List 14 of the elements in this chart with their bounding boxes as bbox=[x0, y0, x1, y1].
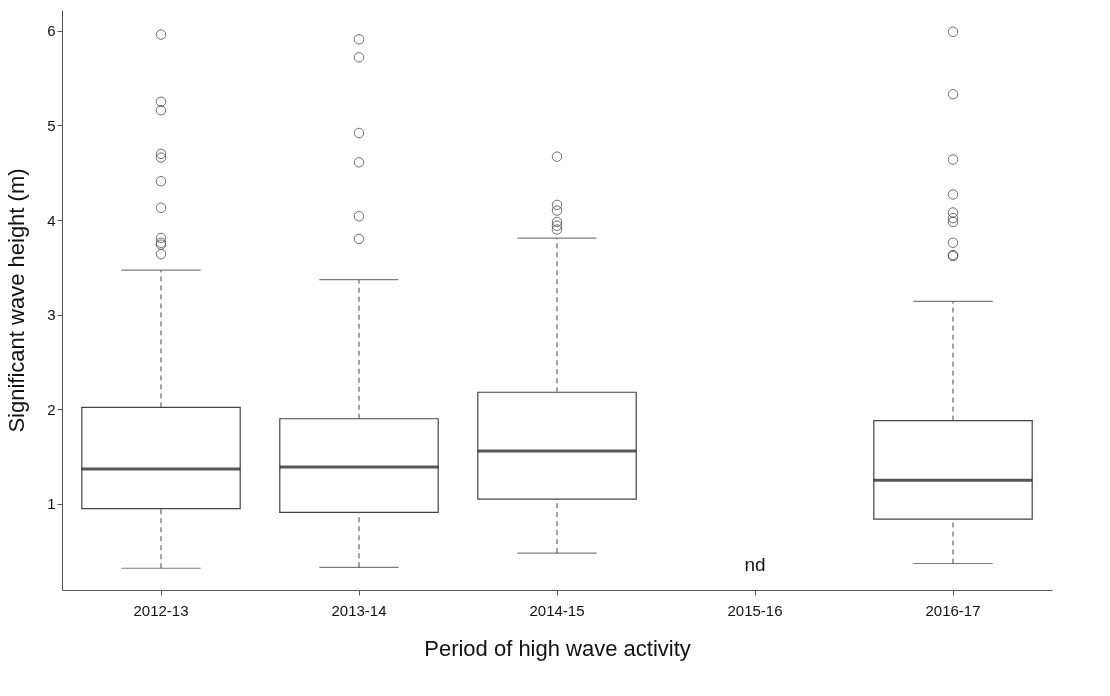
y-tick-label: 1 bbox=[47, 495, 56, 513]
x-tick-label: 2015-16 bbox=[727, 601, 783, 619]
y-tick-label: 3 bbox=[47, 306, 56, 324]
y-tick-label: 2 bbox=[47, 400, 56, 418]
x-tick-label: 2012-13 bbox=[133, 601, 189, 619]
y-tick-label: 5 bbox=[47, 116, 56, 134]
annotation: nd bbox=[744, 554, 766, 576]
x-tick-label: 2014-15 bbox=[529, 601, 585, 619]
x-tick-label: 2013-14 bbox=[331, 601, 387, 619]
y-tick-label: 6 bbox=[47, 22, 56, 40]
x-axis-title: Period of high wave activity bbox=[424, 635, 691, 661]
y-axis-title: Significant wave height (m) bbox=[4, 168, 30, 433]
y-tick-label: 4 bbox=[47, 211, 56, 229]
x-tick-label: 2016-17 bbox=[925, 601, 981, 619]
